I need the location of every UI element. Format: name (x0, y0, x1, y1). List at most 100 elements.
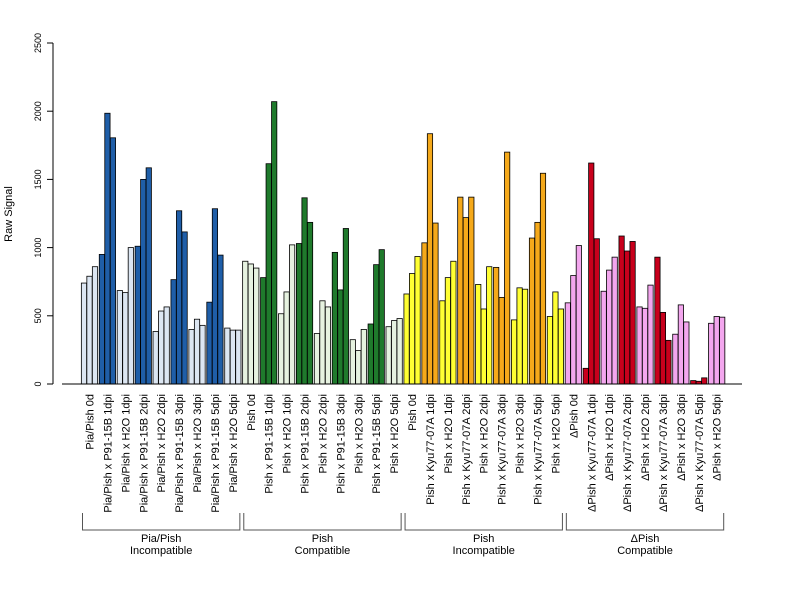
bar (98, 254, 105, 385)
bar (588, 162, 595, 385)
bar (396, 318, 403, 385)
x-tick-label: Pish 0d (246, 394, 258, 431)
bar (647, 284, 654, 385)
bar (546, 316, 553, 385)
bar (409, 273, 416, 385)
bar (229, 329, 236, 385)
bar (235, 329, 242, 385)
bar (708, 322, 715, 385)
bar (331, 251, 338, 385)
bar (504, 151, 511, 385)
bar (683, 321, 690, 385)
bar (475, 284, 482, 385)
bar (629, 241, 636, 385)
bar (480, 308, 487, 385)
bar (295, 243, 303, 385)
bar (672, 333, 679, 385)
x-tick-label: Pish x P91-15B 3dpi (335, 394, 347, 494)
bar (690, 380, 697, 385)
bar (224, 327, 231, 385)
x-tick-label: Pish x H2O 3dpi (353, 394, 365, 473)
bar (163, 306, 170, 385)
bar (641, 307, 649, 385)
group-label: Pish (473, 533, 494, 545)
bar (432, 222, 439, 385)
group-label: Compatible (295, 545, 351, 557)
x-tick-label: Pia/Pish 0d (85, 394, 97, 450)
x-tick-label: Pish x P91-15B 1dpi (264, 394, 276, 494)
x-tick-label: Pia/Pish x H2O 5dpi (228, 394, 240, 492)
bar (349, 339, 356, 385)
bar (140, 178, 147, 385)
bar (701, 377, 708, 385)
bar (242, 260, 249, 385)
bar (104, 112, 111, 385)
group-bracket (82, 513, 241, 531)
bar (199, 324, 206, 385)
bar (659, 311, 666, 385)
x-tick-label: Pia/Pish x P91-15B 1dpi (102, 394, 114, 513)
x-tick-label: Pish x H2O 1dpi (443, 394, 455, 473)
bar (564, 302, 571, 385)
bar (271, 101, 278, 385)
bar (654, 256, 661, 385)
bar (450, 260, 457, 385)
group-label: Compatible (617, 545, 673, 557)
x-tick-label: Pia/Pish x H2O 3dpi (192, 394, 204, 492)
bar (193, 318, 201, 385)
bar (439, 300, 446, 385)
bar (367, 323, 374, 385)
bar (283, 291, 290, 385)
x-tick-label: Pish 0d (407, 394, 419, 431)
bar (552, 291, 559, 385)
bar (624, 250, 631, 385)
bar (176, 210, 183, 385)
bar (373, 264, 380, 385)
bar (127, 247, 134, 385)
x-tick-label: ΔPish x H2O 2dpi (640, 394, 652, 481)
x-tick-label: ΔPish x Kyu77-07A 1dpi (586, 394, 598, 512)
group-label: Incompatible (453, 545, 515, 557)
bar (713, 316, 720, 385)
bar (457, 196, 464, 385)
y-tick-label: 2500 (33, 33, 43, 53)
x-tick-label: Pish x H2O 3dpi (515, 394, 527, 473)
bar (606, 269, 613, 385)
group-label: ΔPish (631, 533, 660, 545)
bar (80, 282, 88, 385)
bar (539, 172, 547, 385)
y-tick-label: 0 (33, 381, 43, 386)
bar (306, 221, 314, 385)
x-tick-label: ΔPish x Kyu77-07A 3dpi (658, 394, 670, 512)
bar (145, 167, 152, 385)
y-tick-label: 1500 (33, 169, 43, 189)
bar (313, 333, 321, 385)
bar (116, 290, 123, 385)
bar (289, 244, 296, 385)
bar (265, 163, 272, 385)
y-tick-label: 2000 (33, 101, 43, 121)
x-tick-label: Pia/Pish x P91-15B 5dpi (210, 394, 222, 513)
bar (498, 296, 505, 385)
x-tick-label: Pia/Pish x P91-15B 3dpi (174, 394, 186, 513)
x-tick-label: Pish x H2O 5dpi (389, 394, 401, 473)
bar (444, 277, 451, 385)
bar (324, 306, 332, 385)
x-tick-label: Pia/Pish x P91-15B 2dpi (138, 394, 150, 513)
bar (426, 133, 434, 385)
bar (618, 235, 625, 385)
group-label: Pish (312, 533, 333, 545)
bar (181, 231, 188, 385)
bar (247, 263, 254, 385)
x-tick-label: Pish x H2O 5dpi (550, 394, 562, 473)
y-tick-label: 1000 (33, 238, 43, 258)
bar (557, 308, 564, 385)
bar (188, 329, 195, 385)
bar (421, 242, 428, 385)
group-label: Pia/Pish (141, 533, 181, 545)
bar (611, 256, 618, 385)
y-axis: 0 500 1000 1500 2000 2500 (33, 33, 54, 387)
x-tick-label: Pish x Kyu77-07A 3dpi (497, 394, 509, 505)
bar (355, 350, 362, 385)
bar (582, 367, 589, 385)
